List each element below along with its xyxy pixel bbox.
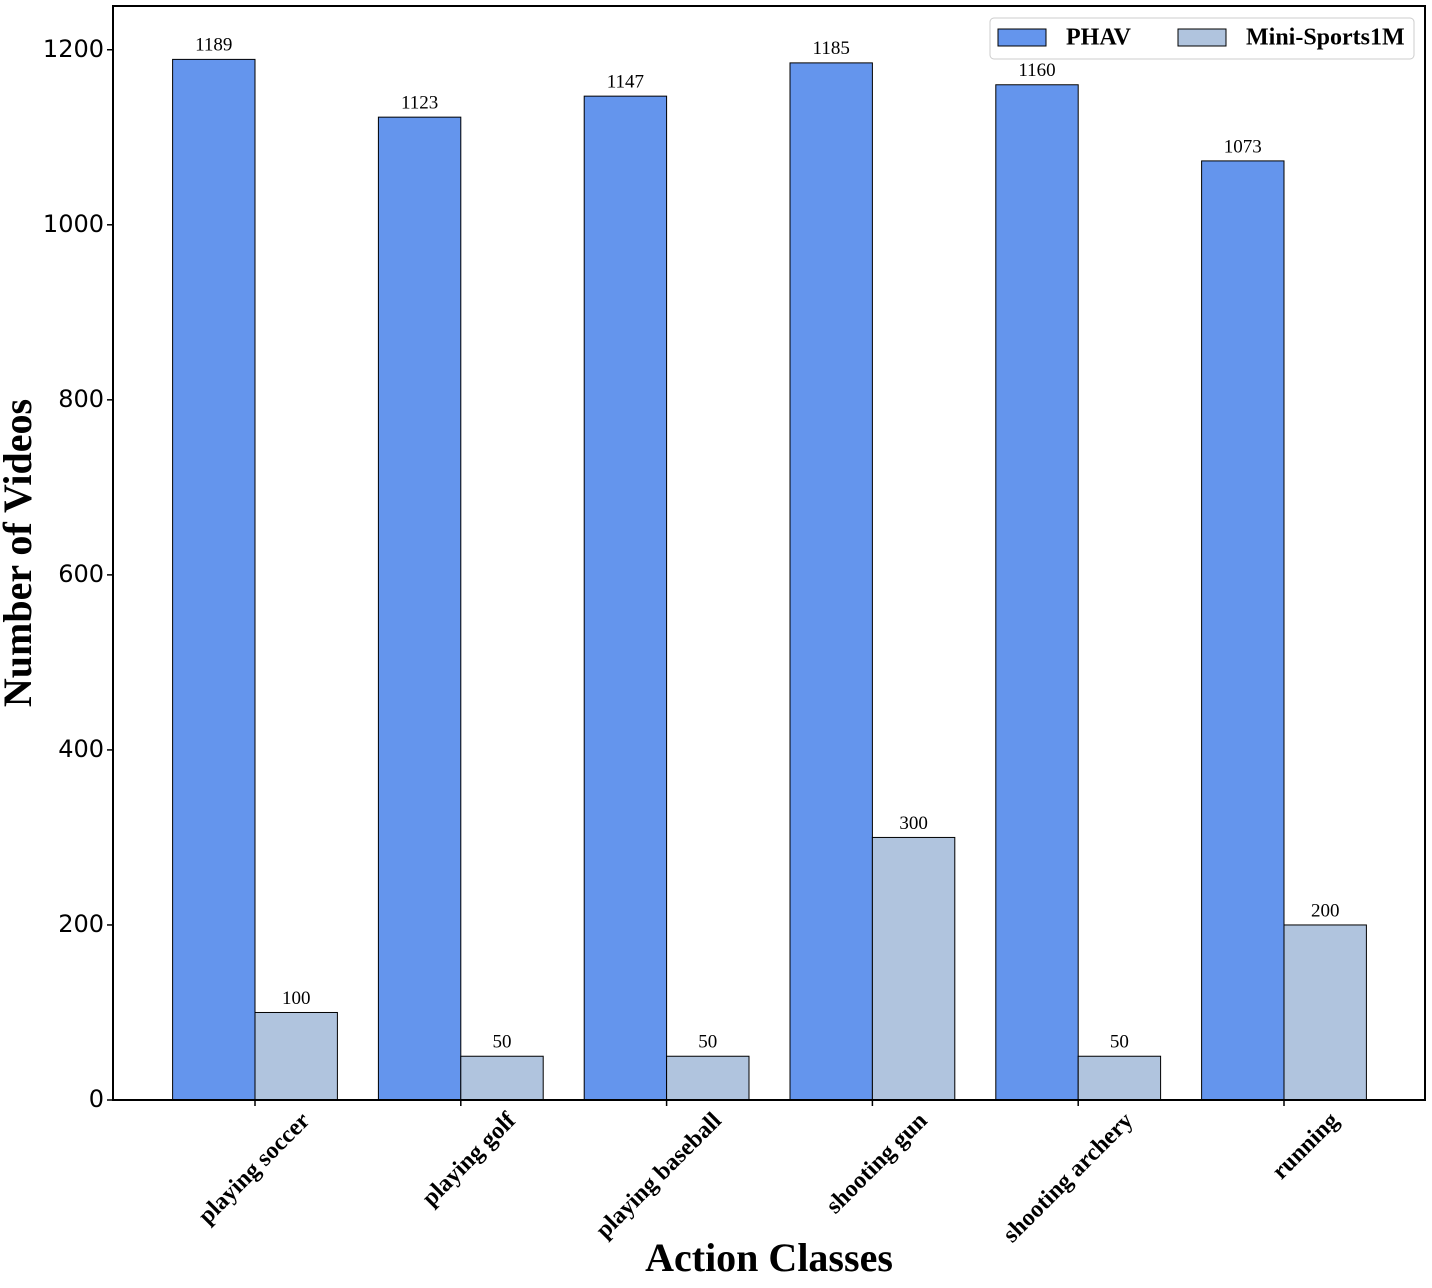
legend-label: Mini-Sports1M xyxy=(1246,25,1405,51)
y-tick-label: 1000 xyxy=(43,210,104,238)
bar xyxy=(871,836,956,1101)
value-label: 1189 xyxy=(195,35,232,56)
bar xyxy=(1077,1055,1162,1101)
bar xyxy=(377,116,462,1101)
value-label: 1123 xyxy=(401,93,438,114)
bar xyxy=(172,58,256,1101)
value-label: 1185 xyxy=(813,38,850,59)
bar xyxy=(1201,160,1285,1101)
bar xyxy=(583,95,668,1101)
bar xyxy=(995,84,1079,1101)
y-tick-label: 400 xyxy=(58,735,104,763)
x-tick-label: shooting gun xyxy=(821,1108,932,1219)
bar xyxy=(1283,924,1367,1101)
x-axis-title: Action Classes xyxy=(645,1235,893,1280)
legend-swatch xyxy=(997,28,1047,47)
y-axis-title: Number of Videos xyxy=(0,399,40,707)
value-label: 1147 xyxy=(607,72,644,93)
bar xyxy=(254,1011,338,1101)
value-label: 300 xyxy=(899,813,928,834)
value-label: 50 xyxy=(1110,1032,1129,1053)
legend-swatch xyxy=(1177,28,1227,47)
value-label: 50 xyxy=(493,1032,512,1053)
value-label: 1073 xyxy=(1224,136,1262,157)
value-label: 100 xyxy=(282,988,311,1009)
y-tick-label: 600 xyxy=(58,560,104,588)
x-tick-label: playing soccer xyxy=(194,1108,316,1230)
bar xyxy=(789,62,873,1101)
x-tick-label: running xyxy=(1267,1108,1344,1185)
value-label: 1160 xyxy=(1018,60,1055,81)
x-tick-label: shooting archery xyxy=(998,1108,1138,1248)
y-tick-label: 200 xyxy=(58,910,104,938)
x-tick-label: playing baseball xyxy=(591,1108,727,1244)
value-label: 50 xyxy=(698,1032,717,1053)
x-tick-label: playing golf xyxy=(417,1107,521,1211)
legend-label: PHAV xyxy=(1066,25,1132,51)
y-tick-label: 1200 xyxy=(43,35,104,63)
y-tick-label: 800 xyxy=(58,385,104,413)
plot-frame xyxy=(112,5,1426,1101)
value-label: 200 xyxy=(1311,900,1340,921)
bar xyxy=(666,1055,750,1101)
y-tick-label: 0 xyxy=(89,1085,104,1113)
bar xyxy=(460,1055,544,1101)
